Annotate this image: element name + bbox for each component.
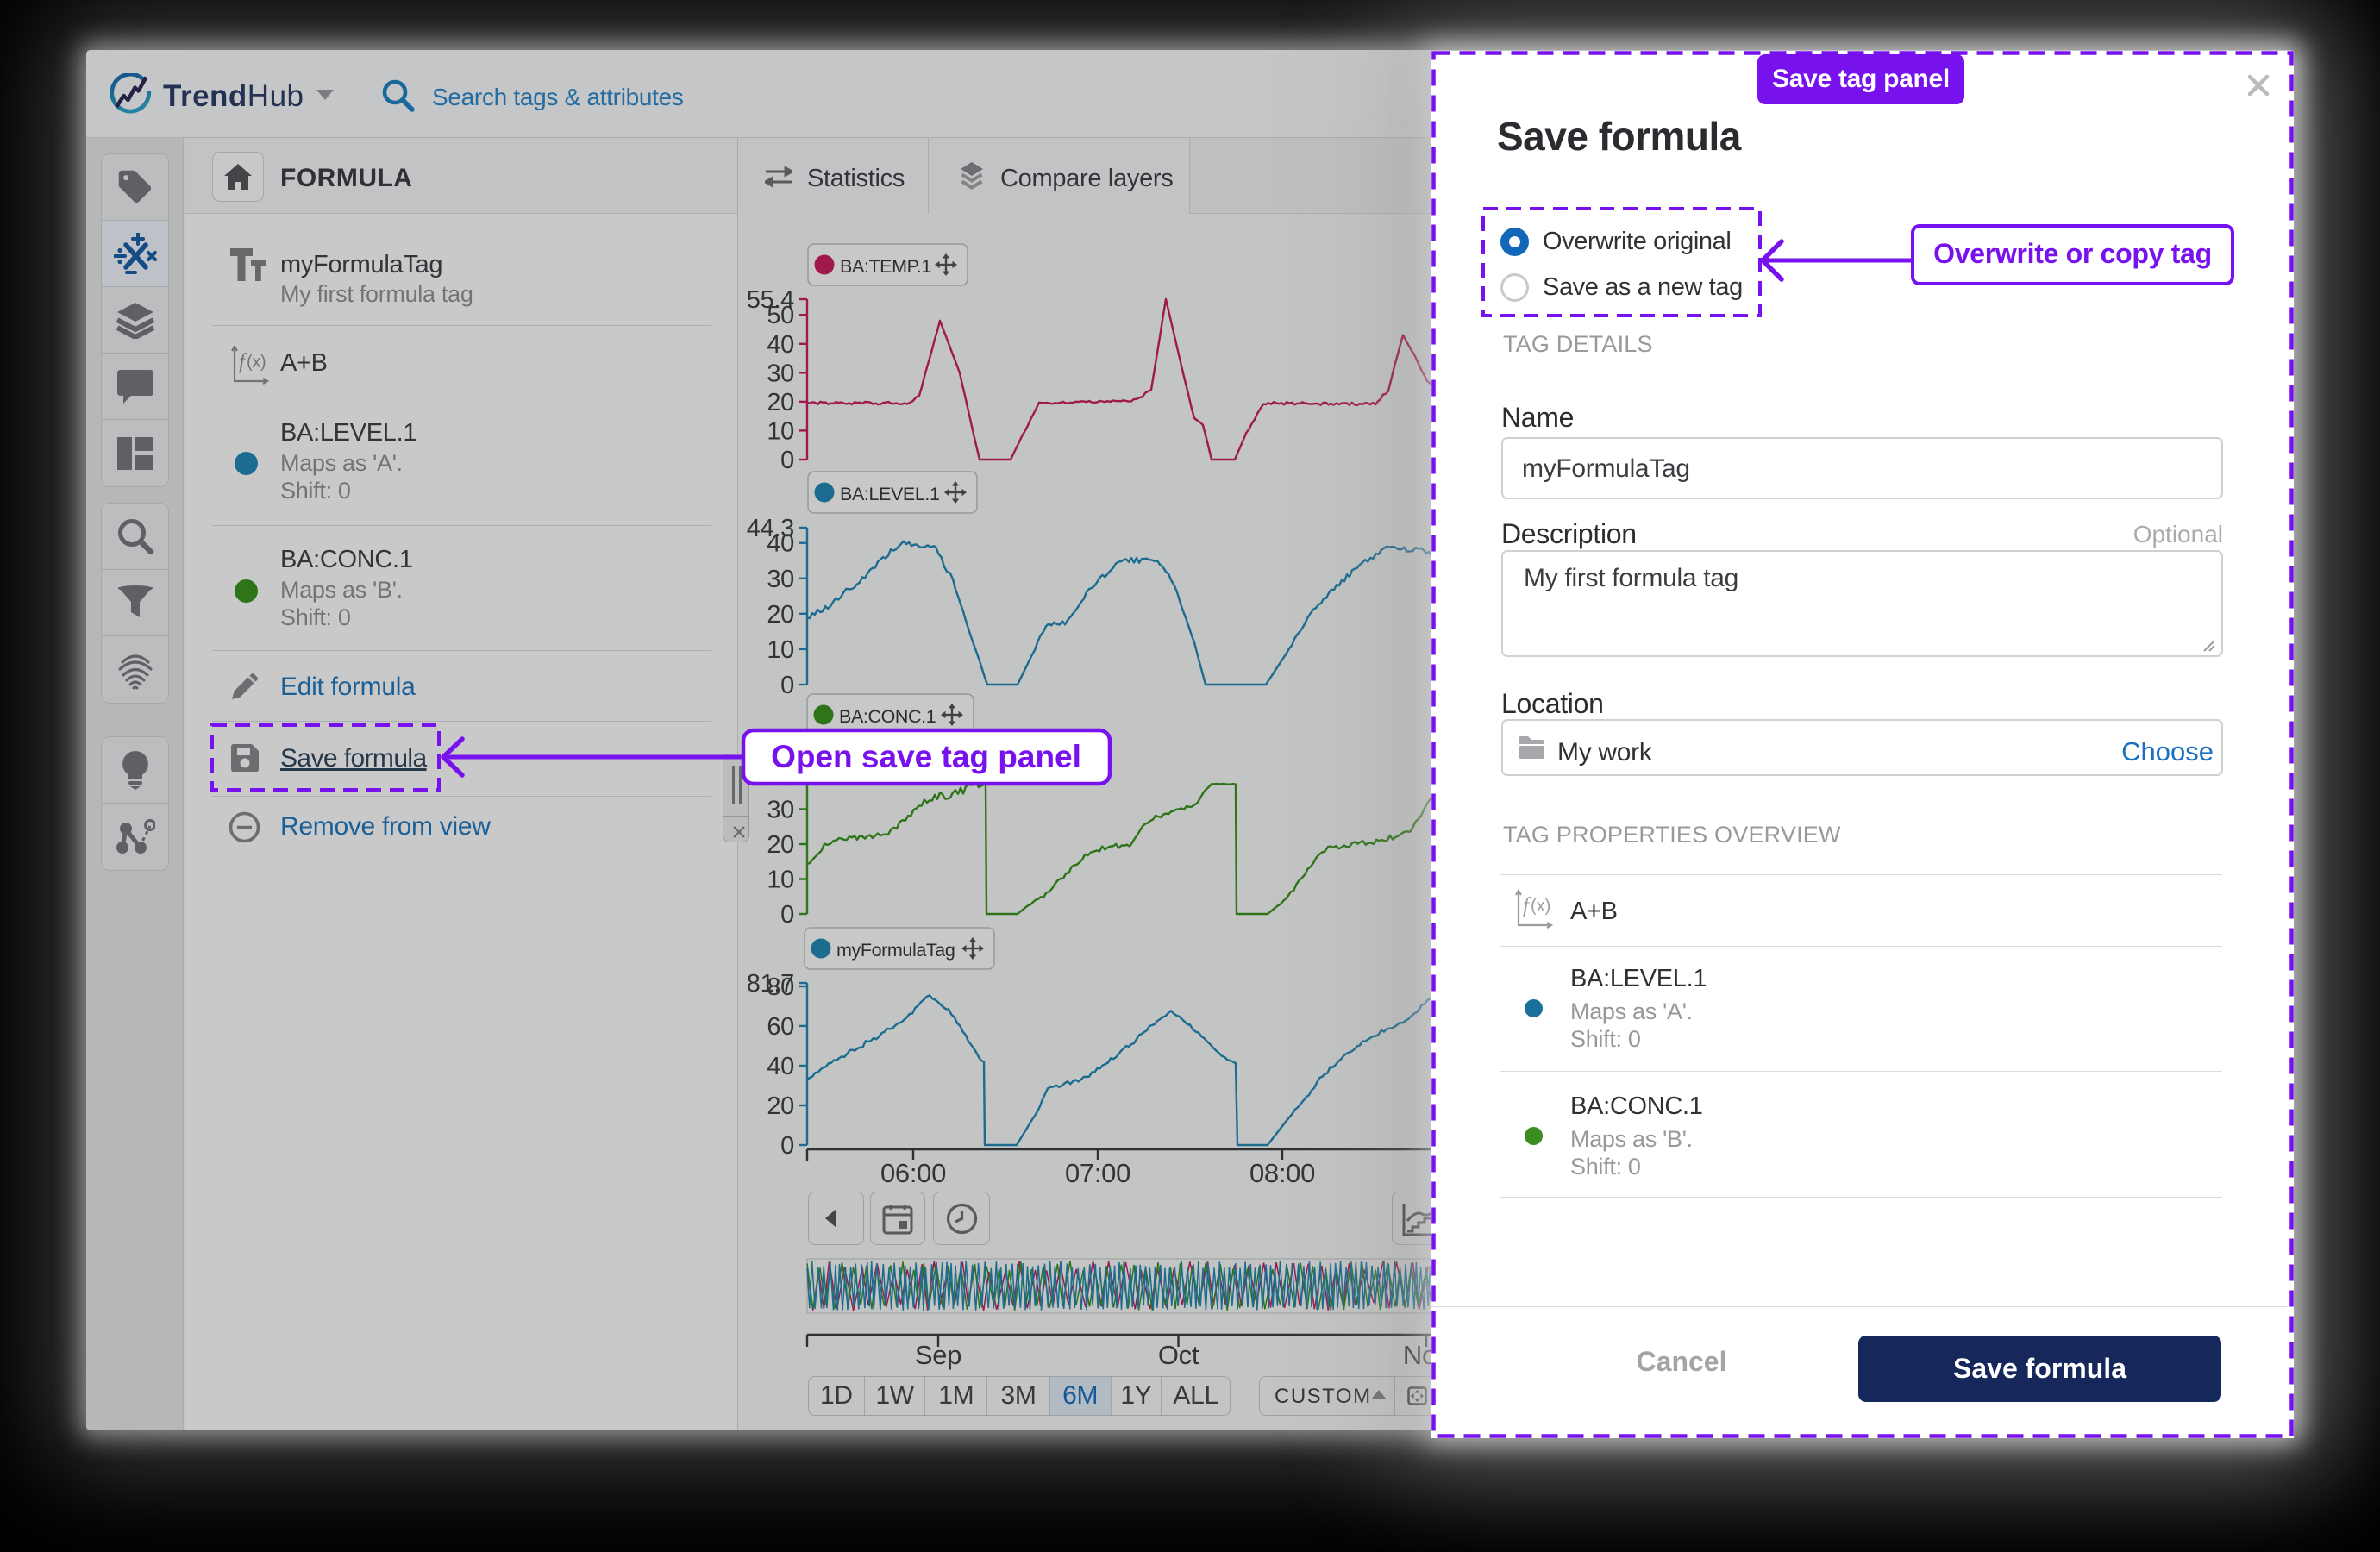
svg-text:20: 20 (767, 601, 794, 629)
svg-text:30: 30 (767, 797, 794, 824)
svg-text:10: 10 (767, 636, 794, 664)
svg-text:80​: 80​ (767, 973, 794, 1001)
svg-text:0: 0 (780, 672, 794, 699)
svg-text:06:00: 06:00 (880, 1158, 946, 1188)
svg-text:07:00: 07:00 (1065, 1158, 1130, 1188)
svg-text:0: 0 (780, 447, 794, 474)
svg-text:BA:CONC.1: BA:CONC.1 (839, 706, 936, 727)
svg-text:10: 10 (767, 867, 794, 894)
svg-text:10: 10 (767, 417, 794, 445)
svg-text:30: 30 (767, 360, 794, 387)
svg-text:f: f (239, 350, 247, 373)
svg-text:08:00: 08:00 (1250, 1158, 1315, 1188)
svg-text:81.7: 81.7 (747, 970, 794, 998)
svg-text:20: 20 (767, 831, 794, 859)
svg-text:40: 40 (767, 1053, 794, 1080)
svg-text:0: 0 (780, 1132, 794, 1160)
svg-text:20: 20 (767, 389, 794, 416)
svg-text:(x): (x) (1531, 897, 1550, 916)
svg-text:30: 30 (767, 566, 794, 593)
svg-text:f: f (1523, 894, 1531, 917)
svg-text:Oct: Oct (1158, 1340, 1199, 1370)
svg-text:(x): (x) (247, 353, 266, 372)
svg-text:44.3: 44.3 (747, 515, 794, 542)
svg-text:0: 0 (780, 901, 794, 929)
svg-text:BA:TEMP.1: BA:TEMP.1 (840, 256, 931, 277)
svg-text:BA:LEVEL.1: BA:LEVEL.1 (840, 484, 940, 504)
svg-text:Sep: Sep (915, 1340, 961, 1370)
svg-text:60: 60 (767, 1013, 794, 1041)
svg-text:myFormulaTag: myFormulaTag (836, 940, 955, 961)
svg-text:55.4: 55.4 (747, 286, 794, 314)
svg-text:50: 50 (767, 302, 794, 329)
svg-text:40: 40 (767, 530, 794, 558)
svg-text:20: 20 (767, 1092, 794, 1120)
svg-text:40: 40 (767, 331, 794, 359)
